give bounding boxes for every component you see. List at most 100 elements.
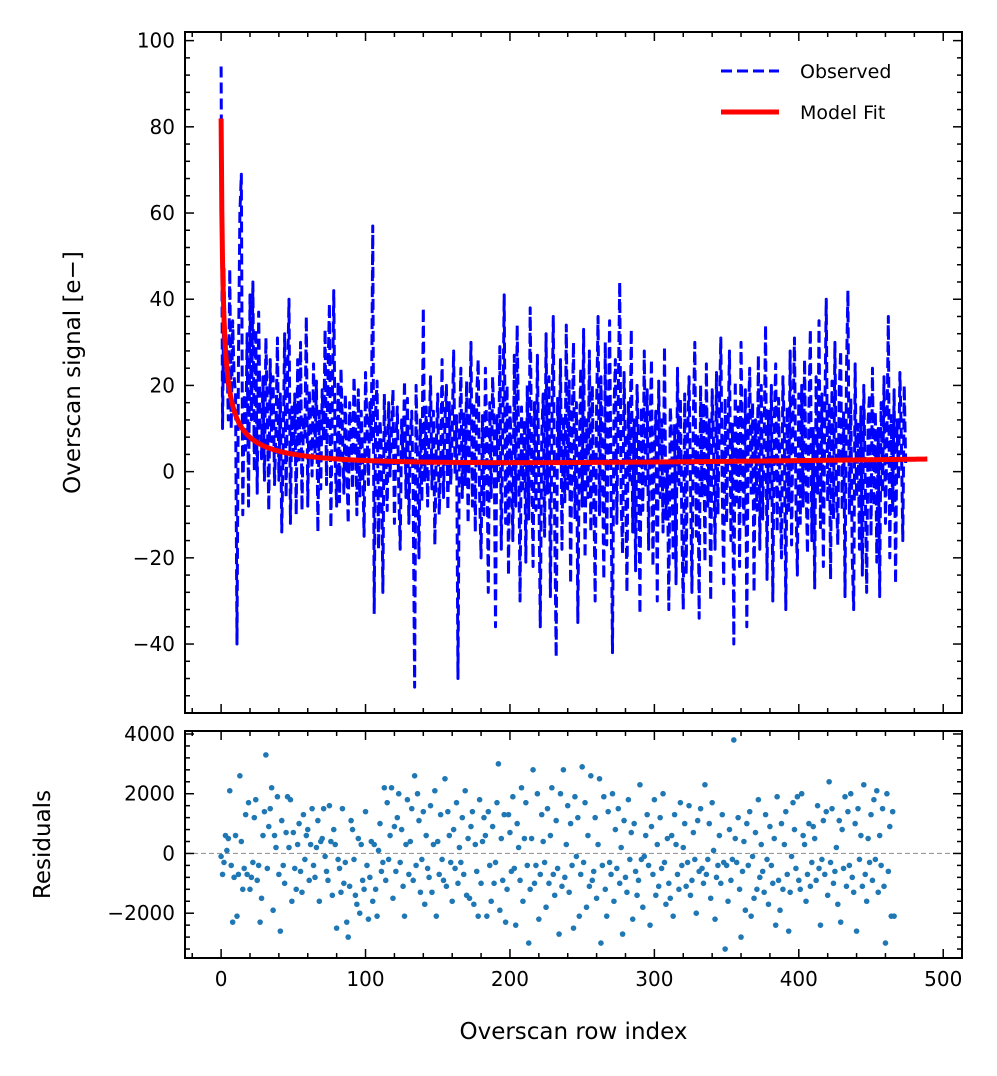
residual-point [869, 877, 876, 884]
residual-point [310, 862, 317, 869]
residual-point [507, 829, 513, 836]
residual-point [878, 862, 884, 869]
residual-point [640, 904, 646, 911]
residual-point [525, 940, 532, 946]
residual-point [729, 856, 736, 863]
residual-point [641, 853, 648, 860]
residual-point [551, 892, 558, 899]
residual-point [564, 802, 571, 809]
residual-point [390, 895, 396, 902]
residual-point [505, 811, 512, 818]
residual-point [251, 814, 258, 821]
residual-point [794, 793, 801, 800]
residual-point [601, 793, 607, 800]
residual-point [382, 877, 389, 884]
residual-point [826, 778, 832, 785]
residual-point [563, 841, 570, 848]
residual-point [648, 823, 655, 830]
residual-point [458, 859, 464, 866]
residual-point [371, 841, 378, 848]
residual-point [557, 790, 564, 797]
residual-point [348, 817, 354, 824]
residual-point [767, 823, 773, 830]
residual-point [536, 916, 542, 922]
residual-point [752, 829, 759, 836]
residual-point [504, 886, 510, 893]
residual-point [832, 868, 838, 875]
residual-point [242, 811, 249, 818]
residual-point [726, 826, 733, 833]
residual-point [471, 901, 477, 908]
y-axis-label: Residuals [30, 790, 56, 899]
residual-point [248, 874, 255, 881]
plot-frame [184, 730, 963, 959]
residual-point [388, 784, 395, 791]
residual-point [787, 889, 793, 896]
residual-point [847, 790, 854, 797]
residual-point [576, 913, 583, 919]
residual-point [229, 919, 236, 925]
residual-point [523, 799, 529, 806]
residual-point [329, 892, 336, 899]
residual-point [891, 913, 897, 919]
residual-point [534, 790, 541, 797]
residual-point [556, 931, 562, 937]
residual-point [449, 898, 455, 905]
residual-point [733, 859, 740, 866]
x-tick-label: 300 [635, 967, 673, 991]
residual-point [419, 856, 425, 863]
residual-point [335, 856, 341, 863]
residual-point [690, 829, 697, 836]
residual-point [603, 913, 610, 919]
residual-point [846, 862, 853, 869]
residual-point [645, 862, 652, 869]
residual-point [749, 853, 756, 860]
residual-point [294, 841, 301, 848]
residual-point [250, 859, 256, 866]
residual-point [811, 835, 818, 842]
residual-point [258, 895, 265, 902]
residual-point [575, 814, 581, 821]
residual-point [770, 880, 776, 887]
residual-point [788, 853, 795, 860]
residual-point [421, 901, 428, 908]
residual-point [680, 844, 687, 851]
residual-point [549, 784, 555, 791]
residual-point [420, 808, 427, 815]
residual-point [654, 841, 661, 848]
residual-point [886, 823, 893, 830]
residual-point [267, 805, 274, 812]
residual-point [612, 826, 619, 833]
residual-point [634, 892, 640, 899]
residual-point [764, 856, 770, 863]
residual-point [586, 883, 593, 890]
residual-point [406, 871, 412, 878]
residual-point [572, 793, 578, 800]
residual-point [543, 904, 549, 911]
residual-point [307, 841, 314, 848]
x-axis-label: Overscan row index [459, 1019, 687, 1045]
residual-point [345, 934, 352, 940]
residual-point [225, 835, 232, 842]
residual-point [735, 814, 741, 821]
residual-point [356, 910, 363, 916]
residual-point [518, 784, 525, 791]
residual-point [479, 838, 486, 845]
residual-point [540, 838, 546, 845]
residual-point [843, 883, 850, 890]
residual-point [677, 799, 684, 806]
residual-point [882, 940, 889, 946]
residual-point [424, 865, 431, 872]
residual-point [488, 898, 494, 905]
residual-point [589, 877, 596, 884]
residual-point [432, 787, 438, 794]
residual-point [889, 808, 896, 815]
residual-point [342, 859, 349, 866]
residual-point [595, 841, 601, 848]
residual-point [855, 805, 861, 812]
residual-point [671, 811, 678, 818]
residual-point [871, 796, 877, 803]
residual-point [485, 808, 492, 815]
residual-point [475, 913, 481, 919]
residual-point [580, 859, 587, 866]
